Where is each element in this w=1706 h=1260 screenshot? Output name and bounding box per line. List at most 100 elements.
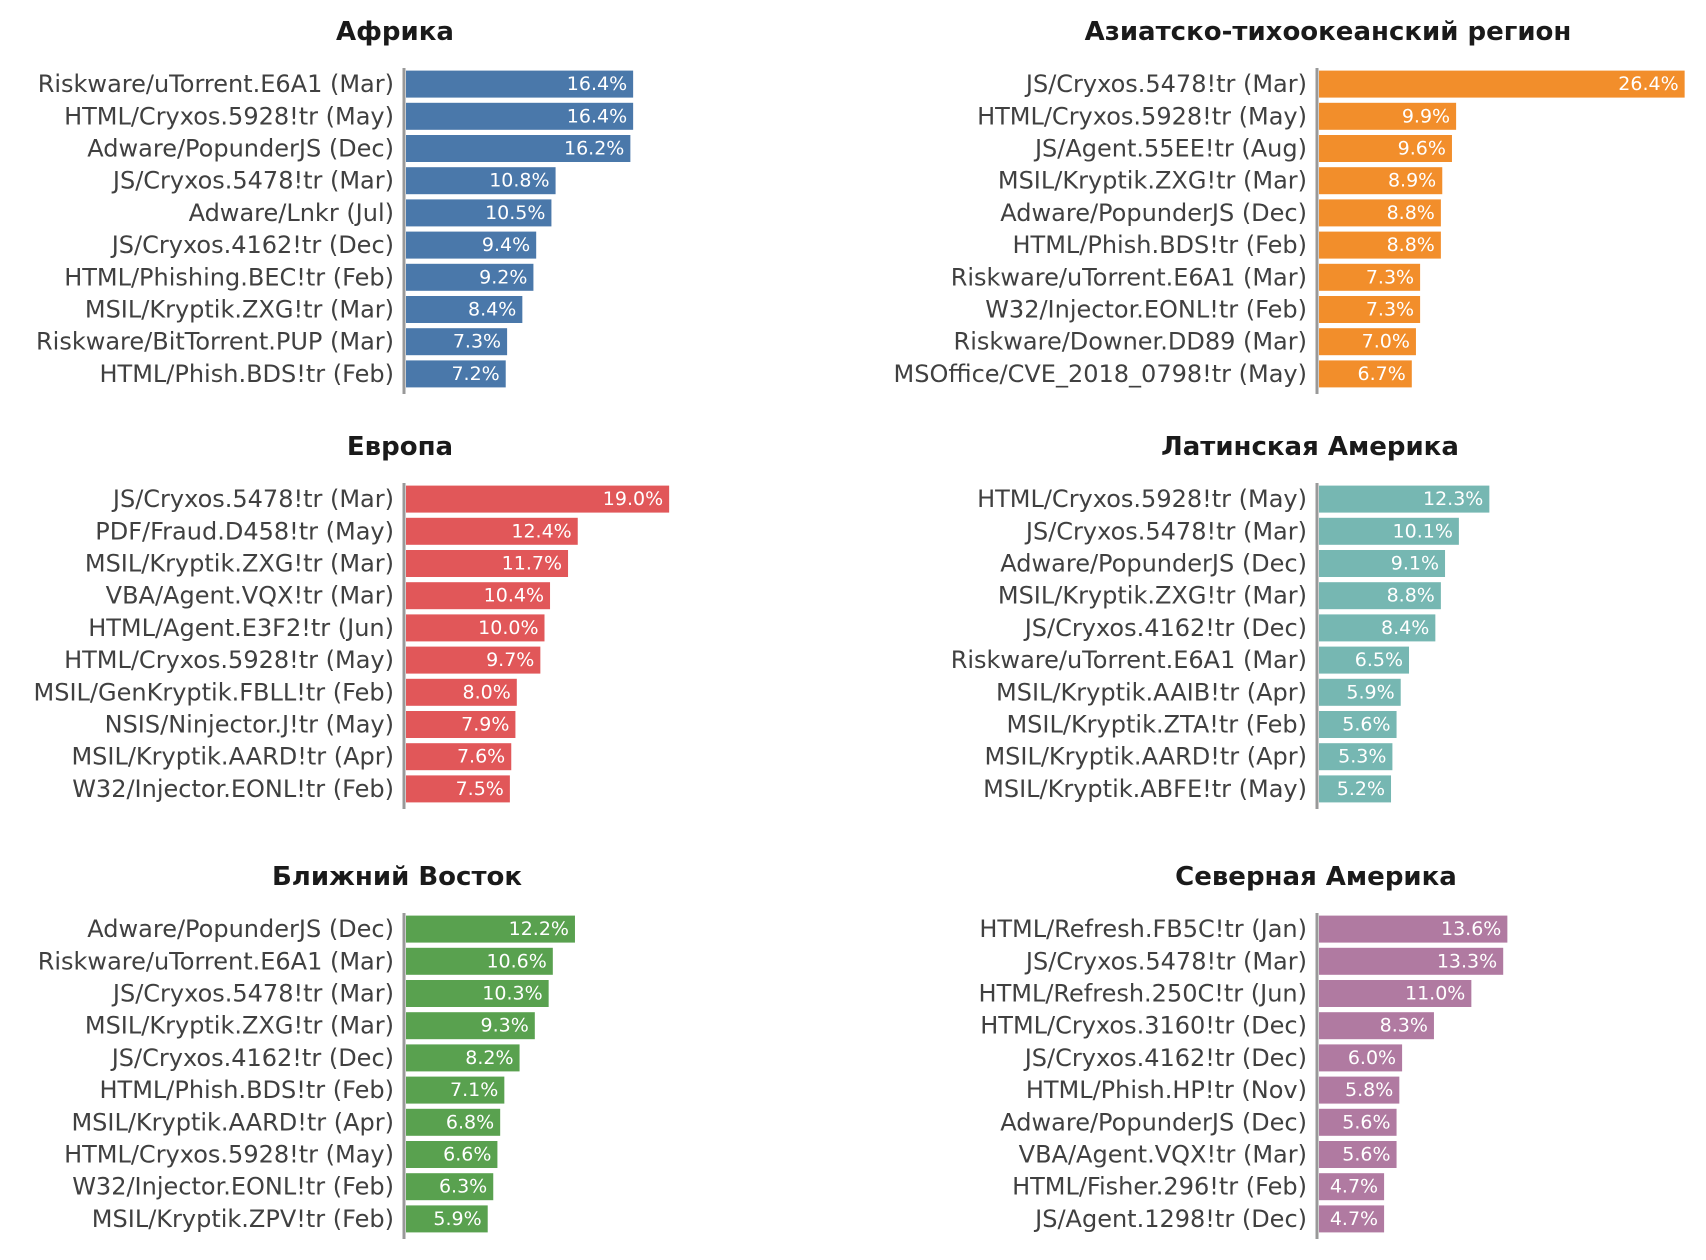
bar-riskware-utorrent-e6a1-mar [406,947,553,975]
category-label-html-phish-hp-tr-nov: HTML/Phish.HP!tr (Nov) [1026,1076,1307,1104]
value-label: 10.1% [1393,520,1453,542]
bar-msil-kryptik-zxg-tr-mar [406,550,569,577]
bar-vba-agent-vqx-tr-mar [1319,1141,1397,1168]
category-label-html-fisher-296-tr-feb: HTML/Fisher.296!tr (Feb) [1012,1173,1307,1201]
bar-html-phishing-bec-tr-feb [406,263,534,291]
value-label: 5.6% [1342,1111,1390,1133]
category-label-msil-kryptik-zpv-tr-feb: MSIL/Kryptik.ZPV!tr (Feb) [92,1205,394,1233]
value-label: 8.3% [1380,1015,1428,1037]
bar-adware-popunderjs-dec [1319,199,1441,227]
bar-js-cryxos-4162-tr-dec [1319,614,1436,642]
category-label-html-phishing-bec-tr-feb: HTML/Phishing.BEC!tr (Feb) [64,263,394,291]
bar-msil-kryptik-abfe-tr-may [1319,775,1392,803]
category-label-html-cryxos-5928-tr-may: HTML/Cryxos.5928!tr (May) [64,102,394,130]
bar-adware-popunderjs-dec [1319,1108,1397,1136]
bar-js-cryxos-5478-tr-mar [1319,70,1685,98]
bar-chart: JS/Cryxos.5478!tr (Mar) 19.0% PDF/Fraud.D4… [34,483,670,809]
value-label: 9.2% [479,266,527,288]
category-label-adware-popunderjs-dec: Adware/PopunderJS (Dec) [1000,1108,1307,1136]
bar-adware-popunderjs-dec [406,135,631,162]
bar-js-agent-55ee-tr-aug [1319,135,1452,162]
value-label: 11.0% [1405,983,1465,1005]
value-label: 10.8% [489,170,549,192]
bar-chart: Riskware/uTorrent.E6A1 (Mar) 16.4% HTML/Cr… [36,68,634,394]
category-label-nsis-ninjector-j-tr-may: NSIS/Ninjector.J!tr (May) [105,711,394,739]
category-label-msil-kryptik-aard-tr-apr: MSIL/Kryptik.AARD!tr (Apr) [984,743,1307,771]
bar-html-cryxos-5928-tr-may [1319,485,1490,513]
value-label: 8.4% [1381,617,1429,639]
bar-msil-kryptik-zxg-tr-mar [406,1012,535,1040]
category-label-riskware-utorrent-e6a1-mar: Riskware/uTorrent.E6A1 (Mar) [38,70,394,98]
value-label: 8.8% [1387,234,1435,256]
category-label-riskware-utorrent-e6a1-mar: Riskware/uTorrent.E6A1 (Mar) [38,947,394,975]
bar-js-cryxos-5478-tr-mar [406,980,549,1007]
chart-panel-2: Азиатско-тихоокеанский регион JS/Cryxos.5… [853,12,1706,412]
value-label: 6.7% [1358,363,1406,385]
category-label-html-refresh-fb5c-tr-jan: HTML/Refresh.FB5C!tr (Jan) [979,915,1307,943]
category-label-msil-kryptik-zxg-tr-mar: MSIL/Kryptik.ZXG!tr (Mar) [998,582,1307,610]
category-label-html-cryxos-3160-tr-dec: HTML/Cryxos.3160!tr (Dec) [980,1012,1307,1040]
value-label: 8.0% [463,681,511,703]
value-label: 9.3% [481,1015,529,1037]
chart-panel-6: Северная Америка HTML/Refresh.FB5C!tr (Ja… [853,857,1706,1257]
bar-js-cryxos-5478-tr-mar [406,167,556,195]
value-label: 7.0% [1362,331,1410,353]
category-label-js-cryxos-4162-tr-dec: JS/Cryxos.4162!tr (Dec) [1023,614,1307,642]
value-label: 8.8% [1387,202,1435,224]
category-label-html-cryxos-5928-tr-may: HTML/Cryxos.5928!tr (May) [64,646,394,674]
value-label: 6.5% [1355,649,1403,671]
value-label: 6.3% [439,1176,487,1198]
chart-title: Ближний Восток [271,862,523,892]
value-label: 12.3% [1423,488,1483,510]
value-label: 9.7% [486,649,534,671]
bar-msil-kryptik-zta-tr-feb [1319,711,1397,738]
bar-riskware-utorrent-e6a1-mar [406,70,634,98]
value-label: 8.4% [468,299,516,321]
value-label: 5.2% [1337,778,1385,800]
bar-adware-lnkr-jul [406,199,552,227]
category-label-w32-injector-eonl-tr-feb: W32/Injector.EONL!tr (Feb) [985,296,1307,324]
bar-html-cryxos-5928-tr-may [406,646,541,674]
bar-js-cryxos-5478-tr-mar [1319,947,1504,975]
category-label-msoffice-cve-2018-0798-tr-may: MSOffice/CVE_2018_0798!tr (May) [894,360,1307,388]
value-label: 6.8% [446,1111,494,1133]
bar-w32-injector-eonl-tr-feb [406,775,510,803]
bar-html-cryxos-3160-tr-dec [1319,1012,1434,1040]
bar-html-refresh-250c-tr-jun [1319,980,1472,1007]
category-label-msil-kryptik-aard-tr-apr: MSIL/Kryptik.AARD!tr (Apr) [71,1108,394,1136]
value-label: 8.8% [1387,585,1435,607]
bar-chart: HTML/Cryxos.5928!tr (May) 12.3% JS/Cryxos.… [951,483,1490,809]
category-label-html-phish-bds-tr-feb: HTML/Phish.BDS!tr (Feb) [100,360,395,388]
category-label-js-cryxos-5478-tr-mar: JS/Cryxos.5478!tr (Mar) [1024,947,1307,975]
category-label-js-cryxos-5478-tr-mar: JS/Cryxos.5478!tr (Mar) [111,485,394,513]
category-label-js-cryxos-5478-tr-mar: JS/Cryxos.5478!tr (Mar) [1024,70,1307,98]
category-label-js-cryxos-4162-tr-dec: JS/Cryxos.4162!tr (Dec) [110,231,394,259]
bar-riskware-utorrent-e6a1-mar [1319,646,1410,674]
value-label: 26.4% [1618,73,1678,95]
category-label-msil-kryptik-abfe-tr-may: MSIL/Kryptik.ABFE!tr (May) [983,775,1307,803]
value-label: 4.7% [1330,1176,1378,1198]
category-label-html-cryxos-5928-tr-may: HTML/Cryxos.5928!tr (May) [64,1141,394,1169]
bar-js-cryxos-5478-tr-mar [406,485,670,513]
bar-html-cryxos-5928-tr-may [1319,102,1457,130]
value-label: 7.3% [453,331,501,353]
chart-title: Европа [346,432,454,462]
category-label-w32-injector-eonl-tr-feb: W32/Injector.EONL!tr (Feb) [72,1173,394,1201]
category-label-vba-agent-vqx-tr-mar: VBA/Agent.VQX!tr (Mar) [106,582,394,610]
category-label-riskware-utorrent-e6a1-mar: Riskware/uTorrent.E6A1 (Mar) [951,263,1307,291]
bar-riskware-bittorrent-pup-mar [406,328,508,356]
category-label-msil-genkryptik-fbll-tr-feb: MSIL/GenKryptik.FBLL!tr (Feb) [34,678,394,706]
bar-chart: JS/Cryxos.5478!tr (Mar) 26.4% HTML/Cryxos.… [894,68,1685,394]
bar-w32-injector-eonl-tr-feb [406,1173,494,1201]
value-label: 12.4% [511,520,571,542]
category-label-riskware-downer-dd89-mar: Riskware/Downer.DD89 (Mar) [954,328,1307,356]
value-label: 5.3% [1338,746,1386,768]
value-label: 16.2% [564,138,624,160]
bar-js-cryxos-4162-tr-dec [1319,1044,1403,1072]
category-label-w32-injector-eonl-tr-feb: W32/Injector.EONL!tr (Feb) [72,775,394,803]
chart-panel-3: Европа JS/Cryxos.5478!tr (Mar) 19.0% PDF/Fr… [0,427,800,827]
category-label-adware-lnkr-jul: Adware/Lnkr (Jul) [189,199,394,227]
bar-msil-genkryptik-fbll-tr-feb [406,678,517,706]
bar-msil-kryptik-aard-tr-apr [1319,743,1393,771]
bar-msil-kryptik-aard-tr-apr [406,1108,501,1136]
